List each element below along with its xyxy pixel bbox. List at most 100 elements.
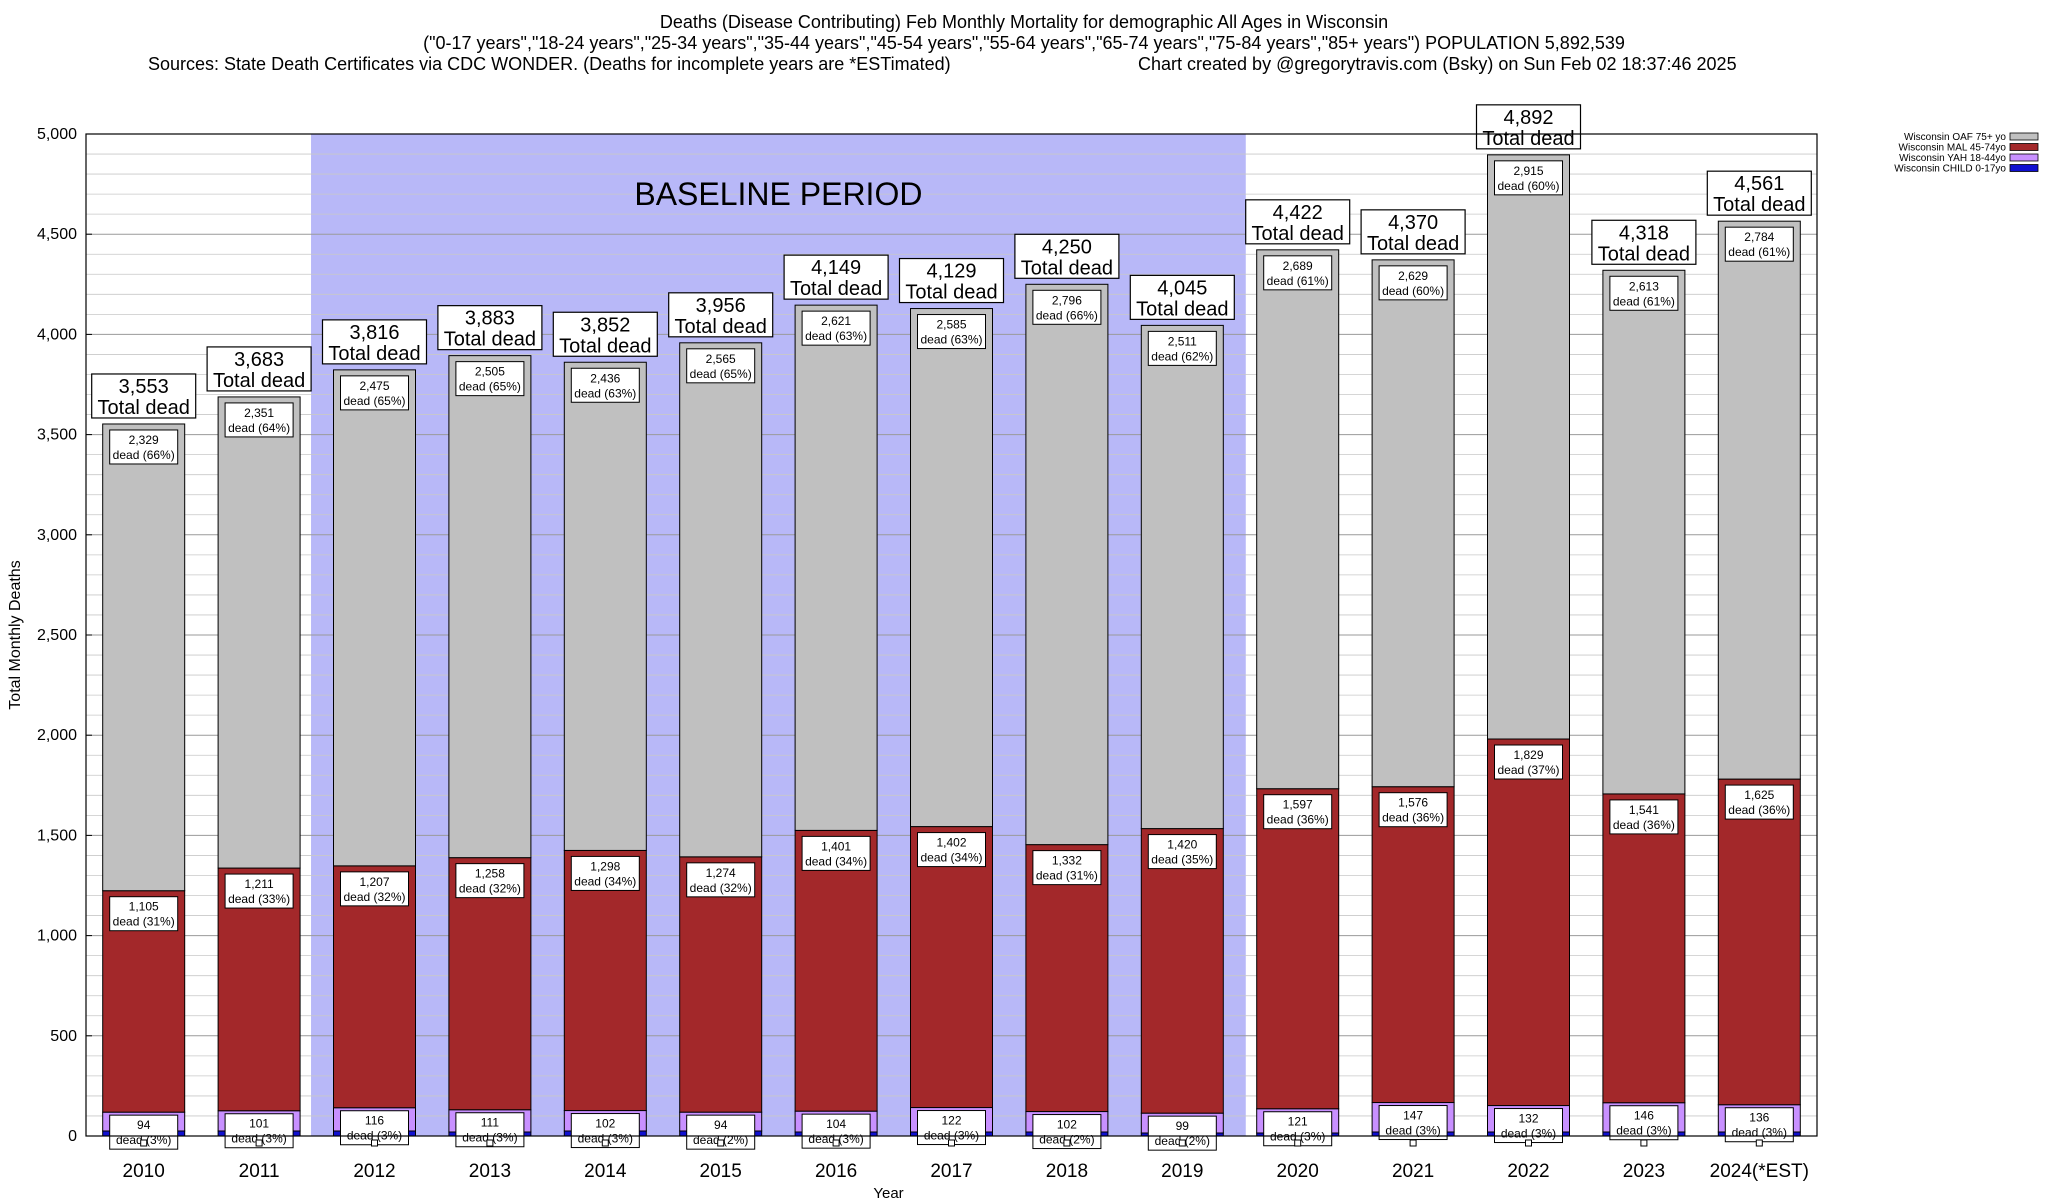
total-label-text: Total dead (675, 316, 767, 338)
mal-label-pct: dead (36%) (1382, 811, 1444, 825)
bar-segment (910, 826, 993, 1109)
total-label-value: 3,852 (580, 314, 630, 336)
oaf-label-pct: dead (60%) (1382, 284, 1444, 298)
total-label-box (91, 373, 197, 419)
oaf-label-value: 2,436 (590, 371, 620, 385)
mal-label-value: 1,332 (1052, 854, 1082, 868)
bar-segment (1025, 283, 1109, 846)
yah-label-box (340, 1110, 409, 1146)
mal-label-pct: dead (32%) (343, 890, 405, 904)
oaf-label-box (1032, 289, 1102, 325)
total-label-value: 4,129 (926, 261, 976, 283)
yah-label-box (1609, 1105, 1679, 1141)
oaf-label-pct: dead (61%) (1728, 245, 1790, 259)
total-label-text: Total dead (1482, 128, 1574, 150)
total-label-value: 4,892 (1503, 107, 1553, 129)
child-marker (601, 1139, 609, 1147)
bar-segment (910, 308, 993, 828)
mal-label-value: 1,541 (1629, 803, 1659, 817)
bar-segment (1602, 793, 1686, 1104)
legend-label: Wisconsin YAH 18-44yo (1899, 153, 2006, 164)
y-tick-label: 2,500 (37, 627, 77, 644)
child-marker (1640, 1139, 1648, 1147)
mal-label-value: 1,402 (936, 836, 966, 850)
y-tick-label: 5,000 (37, 126, 77, 143)
y-tick-label: 2,000 (37, 727, 77, 744)
mal-label-box (109, 896, 179, 932)
oaf-label-value: 2,505 (475, 365, 505, 379)
child-marker (1294, 1139, 1302, 1147)
mal-label-value: 1,207 (359, 875, 389, 889)
y-tick-label: 1,000 (37, 928, 77, 945)
mal-label-pct: dead (31%) (113, 915, 175, 929)
yah-label-pct: dead (3%) (231, 1132, 286, 1146)
y-tick-label: 0 (68, 1128, 77, 1145)
mal-label-box (570, 855, 640, 891)
mal-label-box (340, 871, 409, 907)
oaf-label-box (340, 375, 409, 411)
y-tick-label: 3,500 (37, 427, 77, 444)
oaf-label-pct: dead (64%) (228, 421, 290, 435)
oaf-label-pct: dead (62%) (1151, 349, 1213, 363)
yah-label-value: 132 (1518, 1112, 1538, 1126)
oaf-label-pct: dead (66%) (113, 448, 175, 462)
mal-label-value: 1,597 (1283, 798, 1313, 812)
child-marker (140, 1139, 148, 1147)
bar-segment (679, 342, 763, 858)
oaf-label-pct: dead (65%) (459, 380, 521, 394)
oaf-label-value: 2,585 (936, 318, 966, 332)
yah-label-value: 99 (1176, 1119, 1190, 1133)
total-label-text: Total dead (444, 329, 536, 351)
total-label-text: Total dead (1252, 223, 1344, 245)
oaf-label-value: 2,784 (1744, 230, 1774, 244)
total-label-text: Total dead (1021, 257, 1113, 279)
mal-label-box (801, 835, 871, 871)
x-tick-label: 2022 (1507, 1161, 1549, 1182)
total-label-value: 3,816 (349, 322, 399, 344)
x-tick-label: 2020 (1277, 1161, 1319, 1182)
bar-segment (1717, 778, 1801, 1106)
yah-label-pct: dead (3%) (578, 1132, 633, 1146)
yah-label-value: 94 (137, 1118, 151, 1132)
mal-label-box (1147, 834, 1217, 870)
yah-label-value: 147 (1403, 1109, 1423, 1123)
child-marker (371, 1139, 378, 1147)
mal-label-value: 1,258 (475, 867, 505, 881)
mal-label-value: 1,401 (821, 839, 851, 853)
mal-label-pct: dead (31%) (1036, 869, 1098, 883)
bar-segment (217, 396, 301, 869)
total-label-box (321, 319, 428, 365)
total-label-value: 3,956 (696, 295, 746, 317)
oaf-label-value: 2,351 (244, 406, 274, 420)
yah-label-value: 94 (714, 1118, 728, 1132)
total-label-value: 4,149 (811, 257, 861, 279)
bar-segment (1025, 844, 1109, 1113)
yah-label-value: 146 (1634, 1109, 1654, 1123)
mal-label-pct: dead (32%) (459, 882, 521, 896)
mal-label-pct: dead (36%) (1728, 803, 1790, 817)
total-label-value: 4,250 (1042, 236, 1092, 258)
oaf-label-value: 2,565 (706, 352, 736, 366)
y-axis-label: Total Monthly Deaths (7, 560, 24, 709)
oaf-label-value: 2,629 (1398, 269, 1428, 283)
total-label-box (552, 311, 658, 357)
mal-label-box (1378, 792, 1448, 828)
oaf-label-box (1609, 275, 1679, 311)
yah-label-value: 116 (365, 1114, 384, 1128)
mal-label-pct: dead (34%) (920, 851, 982, 865)
child-marker (717, 1139, 725, 1147)
oaf-label-box (1494, 160, 1563, 196)
chart-title: Deaths (Disease Contributing) Feb Monthl… (659, 12, 1389, 32)
total-label-box (1014, 233, 1120, 279)
mal-label-value: 1,105 (129, 900, 159, 914)
child-marker (255, 1139, 263, 1147)
total-label-value: 3,883 (465, 308, 515, 330)
bar-segment (1717, 220, 1801, 780)
child-marker (1409, 1139, 1417, 1147)
mal-label-value: 1,576 (1398, 796, 1428, 810)
bar-segment (1256, 788, 1340, 1110)
mal-label-value: 1,829 (1513, 748, 1543, 762)
child-marker (948, 1139, 955, 1147)
plot-border (85, 133, 1818, 1137)
